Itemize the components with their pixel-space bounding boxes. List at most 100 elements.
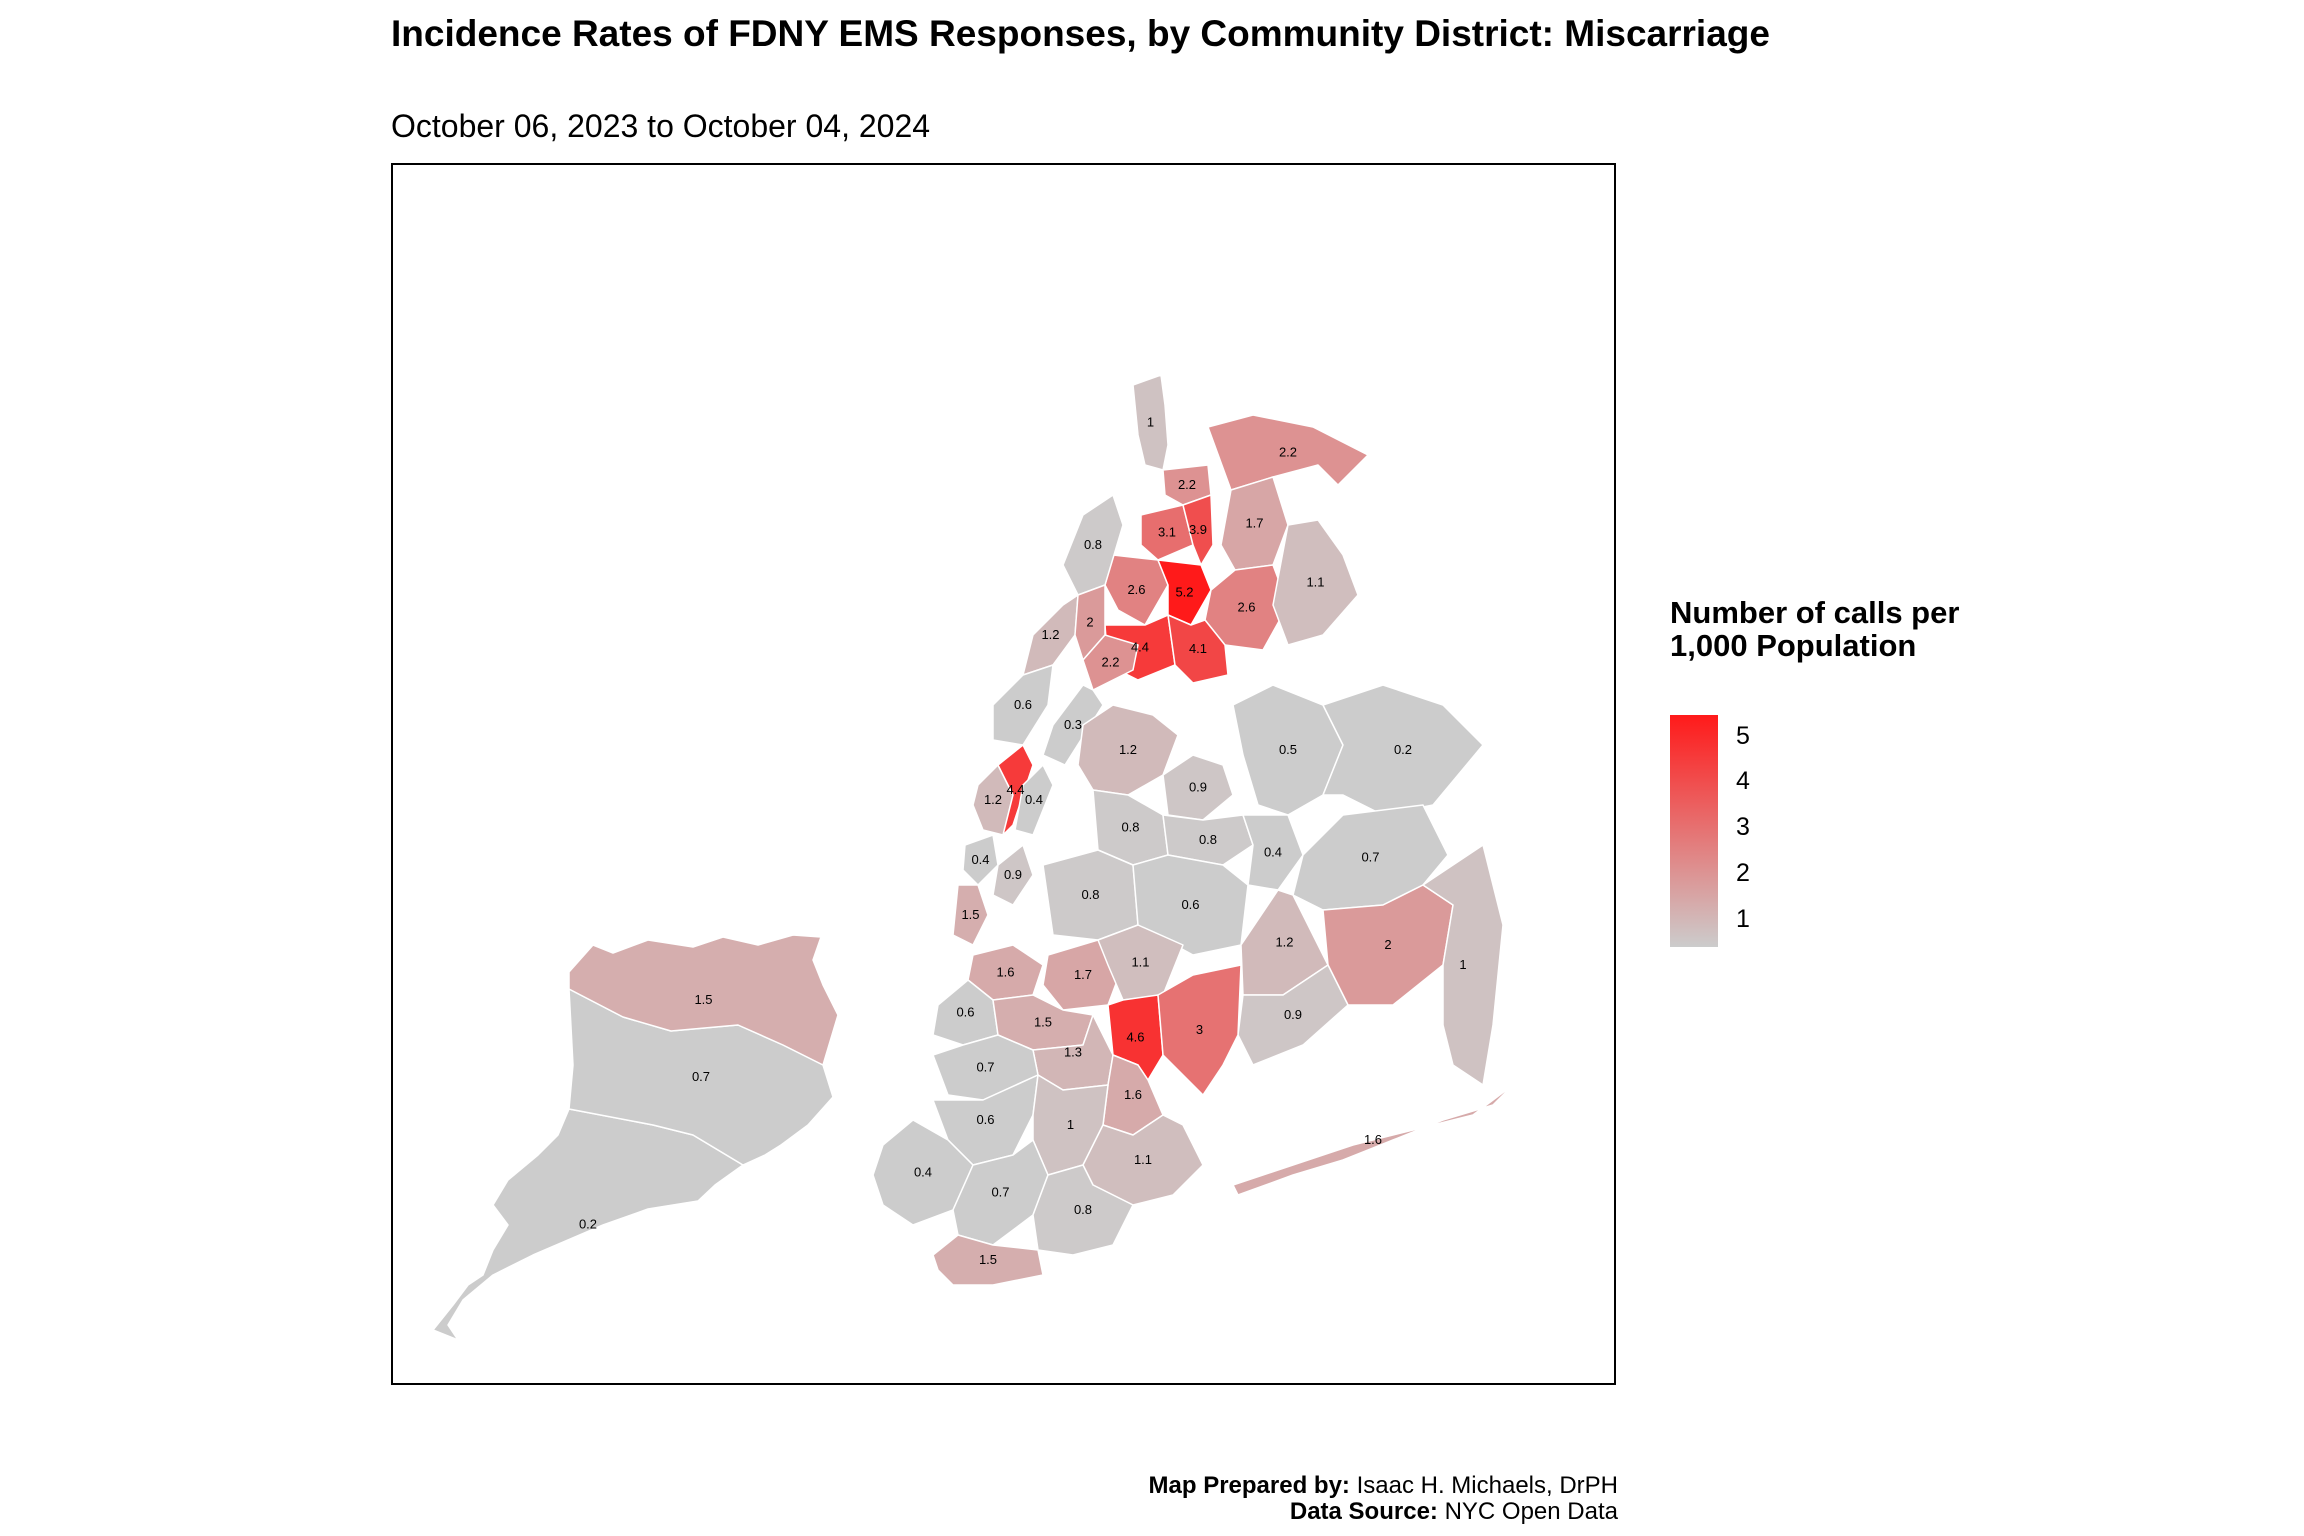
prepared-by-value: Isaac H. Michaels, DrPH bbox=[1356, 1472, 1618, 1499]
district-mn-chelsea[interactable] bbox=[962, 834, 999, 886]
district-value-label: 0.7 bbox=[1361, 850, 1379, 865]
district-value-label: 1.6 bbox=[1124, 1087, 1142, 1102]
district-value-label: 0.6 bbox=[1014, 697, 1032, 712]
district-value-label: 0.4 bbox=[1264, 845, 1282, 860]
district-value-label: 1.1 bbox=[1134, 1152, 1152, 1167]
legend-tick-label: 2 bbox=[1736, 859, 1750, 887]
district-value-label: 4.4 bbox=[1006, 782, 1024, 797]
district-value-label: 1.2 bbox=[1119, 742, 1137, 757]
district-value-label: 2 bbox=[1086, 615, 1093, 630]
legend-tick-mark bbox=[1718, 918, 1730, 920]
district-value-label: 0.7 bbox=[991, 1185, 1009, 1200]
district-value-label: 4.1 bbox=[1189, 641, 1207, 656]
district-value-label: 0.8 bbox=[1081, 887, 1099, 902]
district-value-labels: 0.2 0.7 1.5 1 2.2 2.2 3.1 3.9 1.7 2.6 5.2 2.6 1.1 4.4… bbox=[579, 415, 1467, 1268]
district-value-label: 0.3 bbox=[1064, 717, 1082, 732]
district-bx-riverdale[interactable] bbox=[1132, 374, 1169, 471]
district-bk-east-ny[interactable] bbox=[1157, 964, 1242, 1096]
district-value-label: 0.7 bbox=[976, 1060, 994, 1075]
district-value-label: 3.9 bbox=[1189, 522, 1207, 537]
district-value-label: 1 bbox=[1459, 957, 1466, 972]
district-value-label: 0.9 bbox=[1284, 1007, 1302, 1022]
district-value-label: 1.7 bbox=[1245, 516, 1263, 531]
district-mn-financial[interactable] bbox=[952, 884, 989, 946]
district-value-label: 2 bbox=[1384, 937, 1391, 952]
district-value-label: 0.5 bbox=[1279, 742, 1297, 757]
district-bk-coney-island[interactable] bbox=[932, 1234, 1044, 1286]
district-value-label: 0.6 bbox=[1181, 897, 1199, 912]
legend-tick-label: 1 bbox=[1736, 905, 1750, 933]
district-mn-east-harlem[interactable] bbox=[1082, 634, 1139, 691]
district-value-label: 0.9 bbox=[1004, 867, 1022, 882]
district-value-label: 0.8 bbox=[1199, 832, 1217, 847]
district-value-label: 1.5 bbox=[1034, 1015, 1052, 1030]
legend-color-bar bbox=[1670, 715, 1718, 947]
district-value-label: 1.7 bbox=[1074, 967, 1092, 982]
district-value-label: 2.2 bbox=[1101, 655, 1119, 670]
map-subtitle: October 06, 2023 to October 04, 2024 bbox=[391, 108, 931, 144]
prepared-by-label: Map Prepared by: bbox=[1148, 1472, 1350, 1499]
nyc-district-map: 0.2 0.7 1.5 1 2.2 2.2 3.1 3.9 1.7 2.6 5.2 2.6 1.1 4.4… bbox=[432, 374, 1514, 1341]
legend-tick-mark bbox=[1718, 826, 1730, 828]
district-value-label: 2.2 bbox=[1178, 477, 1196, 492]
legend-tick-mark bbox=[1718, 735, 1730, 737]
district-bx-fordham[interactable] bbox=[1140, 504, 1194, 561]
map-panel: 0.2 0.7 1.5 1 2.2 2.2 3.1 3.9 1.7 2.6 5.2 2.6 1.1 4.4… bbox=[391, 163, 1616, 1385]
district-value-label: 0.8 bbox=[1084, 537, 1102, 552]
district-bx-throgs-neck[interactable] bbox=[1272, 519, 1359, 646]
district-value-label: 0.8 bbox=[1121, 820, 1139, 835]
district-bx-bedford-park[interactable] bbox=[1182, 494, 1214, 566]
district-value-label: 1.5 bbox=[961, 907, 979, 922]
district-bk-park-slope[interactable] bbox=[932, 1034, 1039, 1101]
district-mn-lower-east[interactable] bbox=[992, 844, 1034, 906]
district-si-north-shore[interactable] bbox=[568, 934, 839, 1066]
district-value-label: 3.1 bbox=[1158, 525, 1176, 540]
district-value-label: 1.5 bbox=[979, 1252, 997, 1267]
legend-tick-label: 5 bbox=[1736, 722, 1750, 750]
legend-tick-label: 3 bbox=[1736, 813, 1750, 841]
district-value-label: 3 bbox=[1196, 1022, 1203, 1037]
district-value-label: 1.2 bbox=[984, 792, 1002, 807]
district-value-label: 1.1 bbox=[1306, 575, 1324, 590]
district-value-label: 0.4 bbox=[1025, 792, 1043, 807]
district-value-label: 0.4 bbox=[914, 1165, 932, 1180]
legend-tick-label: 4 bbox=[1736, 767, 1750, 795]
district-value-label: 2.2 bbox=[1279, 445, 1297, 460]
district-value-label: 1 bbox=[1067, 1117, 1074, 1132]
district-value-label: 1.2 bbox=[1275, 935, 1293, 950]
district-value-label: 1.3 bbox=[1064, 1045, 1082, 1060]
district-mn-upper-east[interactable] bbox=[1042, 684, 1104, 766]
district-qn-rockaway[interactable] bbox=[1232, 1084, 1514, 1196]
district-mn-midtown[interactable] bbox=[997, 744, 1034, 836]
district-value-label: 1.6 bbox=[1364, 1132, 1382, 1147]
district-value-label: 2.6 bbox=[1127, 582, 1145, 597]
district-value-label: 4.6 bbox=[1126, 1030, 1144, 1045]
district-mn-upper-west[interactable] bbox=[992, 664, 1054, 746]
district-value-label: 0.6 bbox=[956, 1005, 974, 1020]
district-value-label: 1 bbox=[1147, 415, 1154, 430]
district-value-label: 0.2 bbox=[1394, 742, 1412, 757]
district-value-label: 0.8 bbox=[1074, 1202, 1092, 1217]
district-bx-hunts-point[interactable] bbox=[1167, 614, 1229, 684]
district-qn-rosedale[interactable] bbox=[1422, 844, 1504, 1086]
district-value-label: 0.9 bbox=[1189, 780, 1207, 795]
data-source-value: NYC Open Data bbox=[1444, 1498, 1618, 1525]
district-value-label: 0.6 bbox=[976, 1112, 994, 1127]
district-bk-sheepshead[interactable] bbox=[1032, 1164, 1134, 1256]
district-value-label: 0.2 bbox=[579, 1217, 597, 1232]
district-value-label: 0.4 bbox=[971, 852, 989, 867]
map-title: Incidence Rates of FDNY EMS Responses, b… bbox=[391, 13, 1770, 54]
district-value-label: 1.1 bbox=[1131, 955, 1149, 970]
district-si-south-shore[interactable] bbox=[432, 1108, 744, 1341]
district-value-label: 1.2 bbox=[1041, 627, 1059, 642]
data-source-label: Data Source: bbox=[1289, 1498, 1438, 1525]
district-qn-ozone-park[interactable] bbox=[1237, 964, 1349, 1066]
district-value-label: 4.4 bbox=[1131, 640, 1149, 655]
district-mn-murray-hill[interactable] bbox=[1014, 764, 1054, 836]
legend-tick-mark bbox=[1718, 780, 1730, 782]
district-value-label: 2.6 bbox=[1237, 600, 1255, 615]
legend-tick-mark bbox=[1718, 872, 1730, 874]
district-value-label: 5.2 bbox=[1175, 585, 1193, 600]
legend-title: Number of calls per 1,000 Population bbox=[1670, 595, 1960, 663]
district-value-label: 1.6 bbox=[996, 965, 1014, 980]
